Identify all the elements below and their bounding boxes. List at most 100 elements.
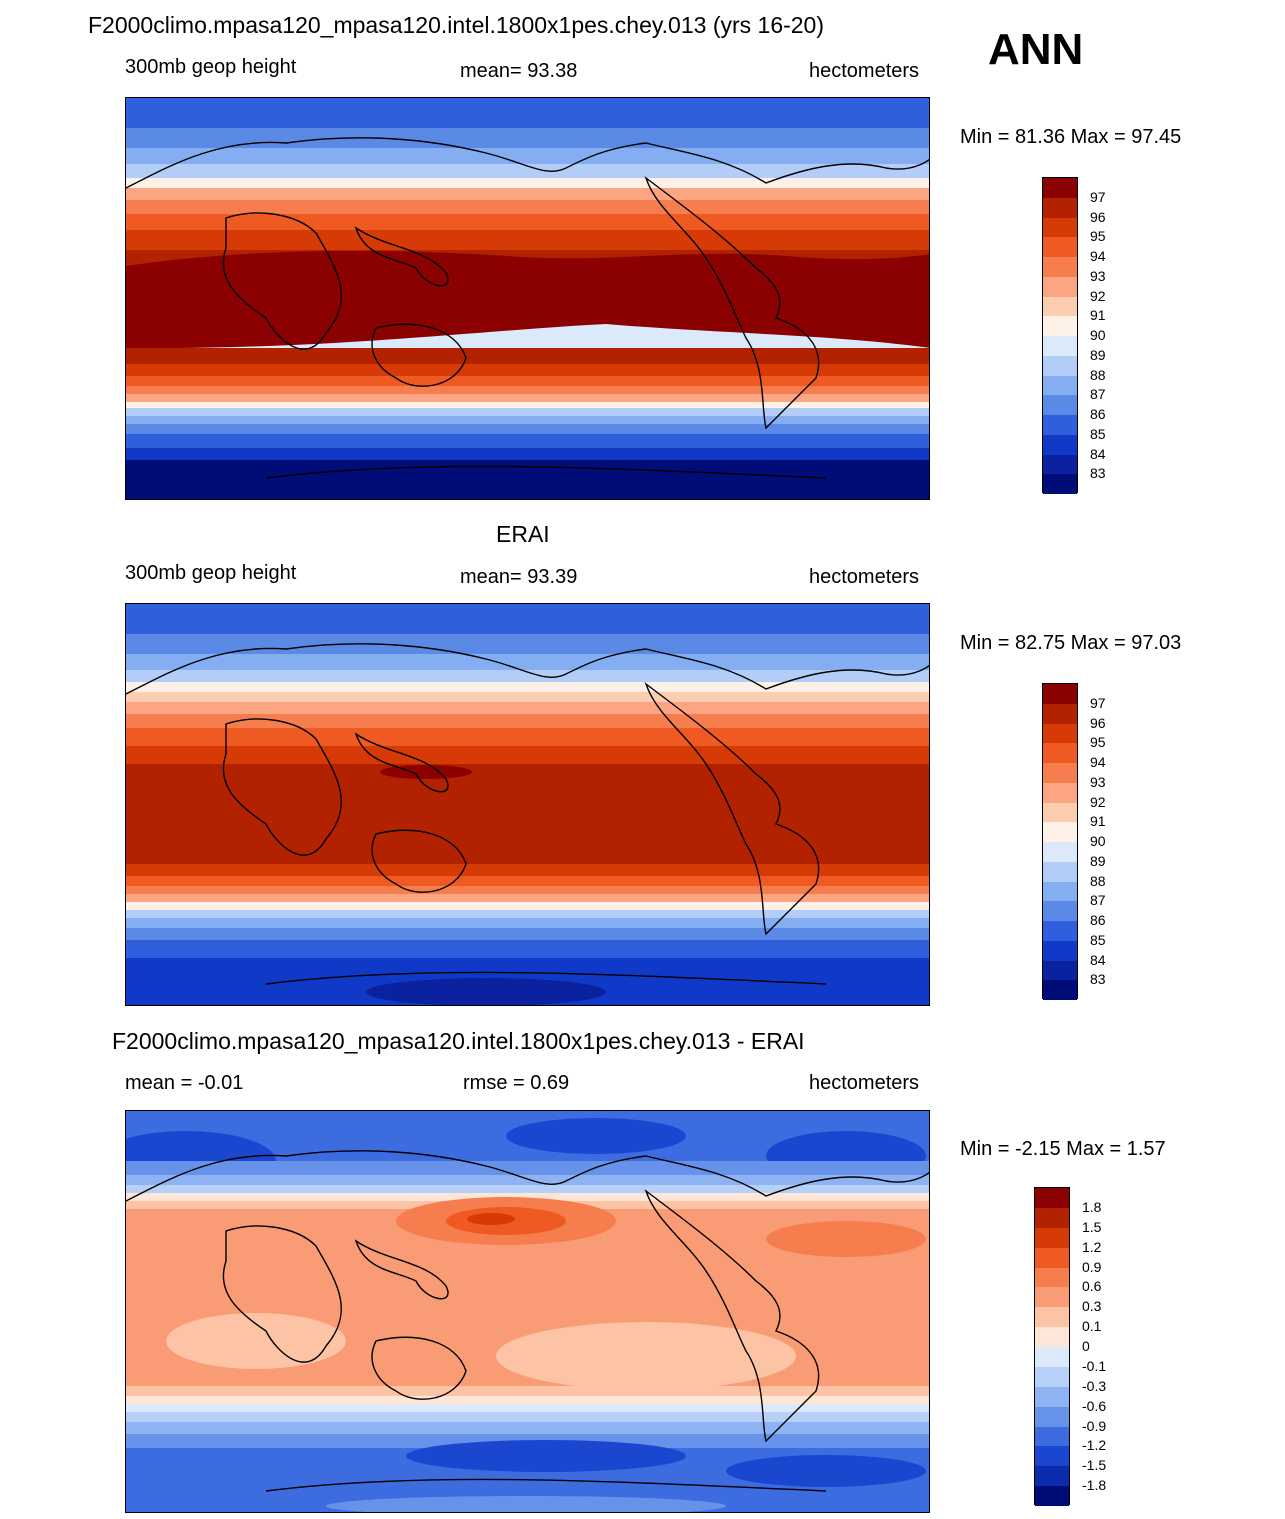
colorbar-label: 87 bbox=[1090, 892, 1106, 909]
colorbar-label: 94 bbox=[1090, 754, 1106, 770]
colorbar-swatch bbox=[1035, 1466, 1069, 1487]
colorbar-label: 83 bbox=[1090, 971, 1106, 988]
panel2-contours bbox=[126, 604, 929, 1005]
colorbar-label: 0.1 bbox=[1082, 1318, 1102, 1335]
colorbar-label: 88 bbox=[1090, 872, 1106, 889]
colorbar-label: 86 bbox=[1090, 406, 1106, 422]
colorbar-label: 96 bbox=[1090, 208, 1106, 225]
colorbar-swatch bbox=[1043, 684, 1077, 704]
colorbar-label: 94 bbox=[1090, 248, 1106, 264]
colorbar-swatch bbox=[1043, 743, 1077, 763]
colorbar-swatch bbox=[1043, 921, 1077, 941]
panel1-map bbox=[125, 97, 930, 500]
colorbar-swatch bbox=[1035, 1247, 1069, 1268]
colorbar-swatch bbox=[1035, 1267, 1069, 1288]
panel1-units: hectometers bbox=[809, 60, 920, 82]
colorbar-label: -0.3 bbox=[1082, 1377, 1107, 1394]
colorbar-swatch bbox=[1043, 276, 1077, 297]
colorbar-label: 87 bbox=[1090, 386, 1106, 403]
panel3-rmse: rmse = 0.69 bbox=[463, 1072, 570, 1094]
colorbar-label: 93 bbox=[1090, 267, 1106, 284]
colorbar-swatch bbox=[1043, 723, 1077, 744]
colorbar-swatch bbox=[1035, 1486, 1069, 1506]
colorbar-label: -1.5 bbox=[1082, 1457, 1107, 1474]
colorbar-label: 96 bbox=[1090, 714, 1106, 731]
colorbar-swatch bbox=[1043, 454, 1077, 475]
colorbar-swatch bbox=[1043, 763, 1077, 783]
colorbar-swatch bbox=[1043, 395, 1077, 415]
panel2-mean: mean= 93.39 bbox=[460, 566, 578, 588]
panel1-minmax: Min = 81.36 Max = 97.45 bbox=[960, 126, 1182, 148]
colorbar-label: 90 bbox=[1090, 327, 1106, 343]
colorbar-label: 85 bbox=[1090, 931, 1106, 948]
colorbar-label: 97 bbox=[1090, 694, 1106, 711]
colorbar-swatch bbox=[1043, 802, 1077, 823]
colorbar-swatch bbox=[1043, 434, 1077, 455]
colorbar-swatch bbox=[1043, 782, 1077, 803]
colorbar-swatch bbox=[1043, 336, 1077, 356]
colorbar-label: 84 bbox=[1090, 445, 1106, 462]
colorbar-label: 88 bbox=[1090, 366, 1106, 383]
colorbar-label: 91 bbox=[1090, 813, 1106, 830]
colorbar-label: -0.6 bbox=[1082, 1397, 1107, 1414]
colorbar-label: -0.1 bbox=[1082, 1357, 1107, 1374]
colorbar-label: 91 bbox=[1090, 307, 1106, 324]
colorbar-label: 90 bbox=[1090, 833, 1106, 849]
panel2-map bbox=[125, 603, 930, 1006]
colorbar-label: 93 bbox=[1090, 773, 1106, 790]
colorbar-label: 92 bbox=[1090, 793, 1106, 810]
colorbar-swatch bbox=[1035, 1406, 1069, 1427]
colorbar-swatch bbox=[1043, 474, 1077, 494]
colorbar-label: 1.5 bbox=[1082, 1218, 1102, 1235]
colorbar-swatch bbox=[1043, 296, 1077, 317]
panel3-mean: mean = -0.01 bbox=[125, 1072, 244, 1094]
colorbar-label: -1.2 bbox=[1082, 1437, 1107, 1454]
colorbar-label: 0.3 bbox=[1082, 1298, 1102, 1315]
colorbar-swatch bbox=[1043, 355, 1077, 376]
colorbar-label: 84 bbox=[1090, 951, 1106, 968]
colorbar-label: 92 bbox=[1090, 287, 1106, 304]
colorbar-label: 83 bbox=[1090, 465, 1106, 482]
colorbar-swatch bbox=[1043, 237, 1077, 257]
colorbar-label: 86 bbox=[1090, 912, 1106, 928]
colorbar-swatch bbox=[1043, 980, 1077, 1000]
colorbar-swatch bbox=[1035, 1366, 1069, 1387]
colorbar-swatch bbox=[1043, 861, 1077, 882]
colorbar-swatch bbox=[1043, 178, 1077, 198]
panel2-variable: 300mb geop height bbox=[125, 562, 297, 584]
panel3-minmax: Min = -2.15 Max = 1.57 bbox=[960, 1138, 1166, 1160]
season-label: ANN bbox=[988, 25, 1084, 74]
colorbar-swatch bbox=[1043, 822, 1077, 842]
colorbar-label: 85 bbox=[1090, 425, 1106, 442]
colorbar-swatch bbox=[1035, 1227, 1069, 1248]
colorbar-swatch bbox=[1035, 1347, 1069, 1367]
panel2-minmax: Min = 82.75 Max = 97.03 bbox=[960, 632, 1182, 654]
colorbar-swatch bbox=[1043, 703, 1077, 724]
panel2-units: hectometers bbox=[809, 566, 920, 588]
colorbar-swatch bbox=[1043, 316, 1077, 336]
panel1-variable: 300mb geop height bbox=[125, 56, 297, 78]
colorbar-swatch bbox=[1043, 217, 1077, 238]
panel2-colorbar bbox=[1042, 683, 1078, 1000]
colorbar-swatch bbox=[1043, 940, 1077, 961]
colorbar-label: -1.8 bbox=[1082, 1477, 1107, 1494]
panel3-units: hectometers bbox=[809, 1072, 920, 1094]
colorbar-label: 0.6 bbox=[1082, 1278, 1102, 1295]
colorbar-swatch bbox=[1035, 1188, 1069, 1208]
colorbar-swatch bbox=[1035, 1287, 1069, 1308]
colorbar-label: 95 bbox=[1090, 734, 1106, 751]
panel3-colorbar bbox=[1034, 1187, 1070, 1506]
colorbar-swatch bbox=[1035, 1386, 1069, 1407]
panel1-mean: mean= 93.38 bbox=[460, 60, 578, 82]
colorbar-swatch bbox=[1035, 1327, 1069, 1347]
colorbar-label: 89 bbox=[1090, 346, 1106, 363]
colorbar-swatch bbox=[1043, 960, 1077, 981]
colorbar-swatch bbox=[1043, 415, 1077, 435]
colorbar-label: 95 bbox=[1090, 228, 1106, 245]
colorbar-label: 89 bbox=[1090, 852, 1106, 869]
panel1-contours bbox=[126, 98, 929, 499]
colorbar-swatch bbox=[1043, 257, 1077, 277]
colorbar-label: 1.8 bbox=[1082, 1198, 1102, 1215]
colorbar-label: 1.2 bbox=[1082, 1238, 1102, 1255]
colorbar-label: 0.9 bbox=[1082, 1258, 1102, 1275]
